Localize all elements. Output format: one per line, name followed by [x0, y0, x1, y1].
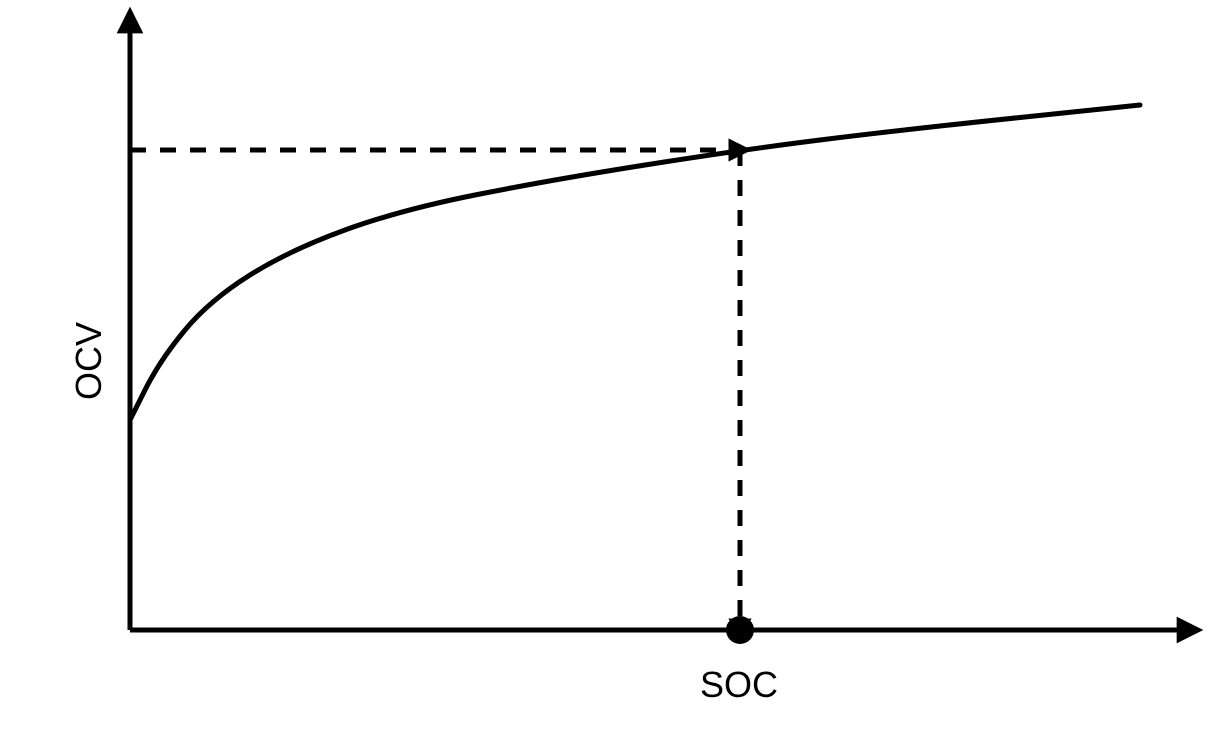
ocv-soc-chart: OCV SOC — [0, 0, 1210, 735]
x-axis-label: SOC — [700, 664, 778, 706]
chart-svg — [0, 0, 1210, 735]
y-axis-label: OCV — [68, 322, 110, 400]
